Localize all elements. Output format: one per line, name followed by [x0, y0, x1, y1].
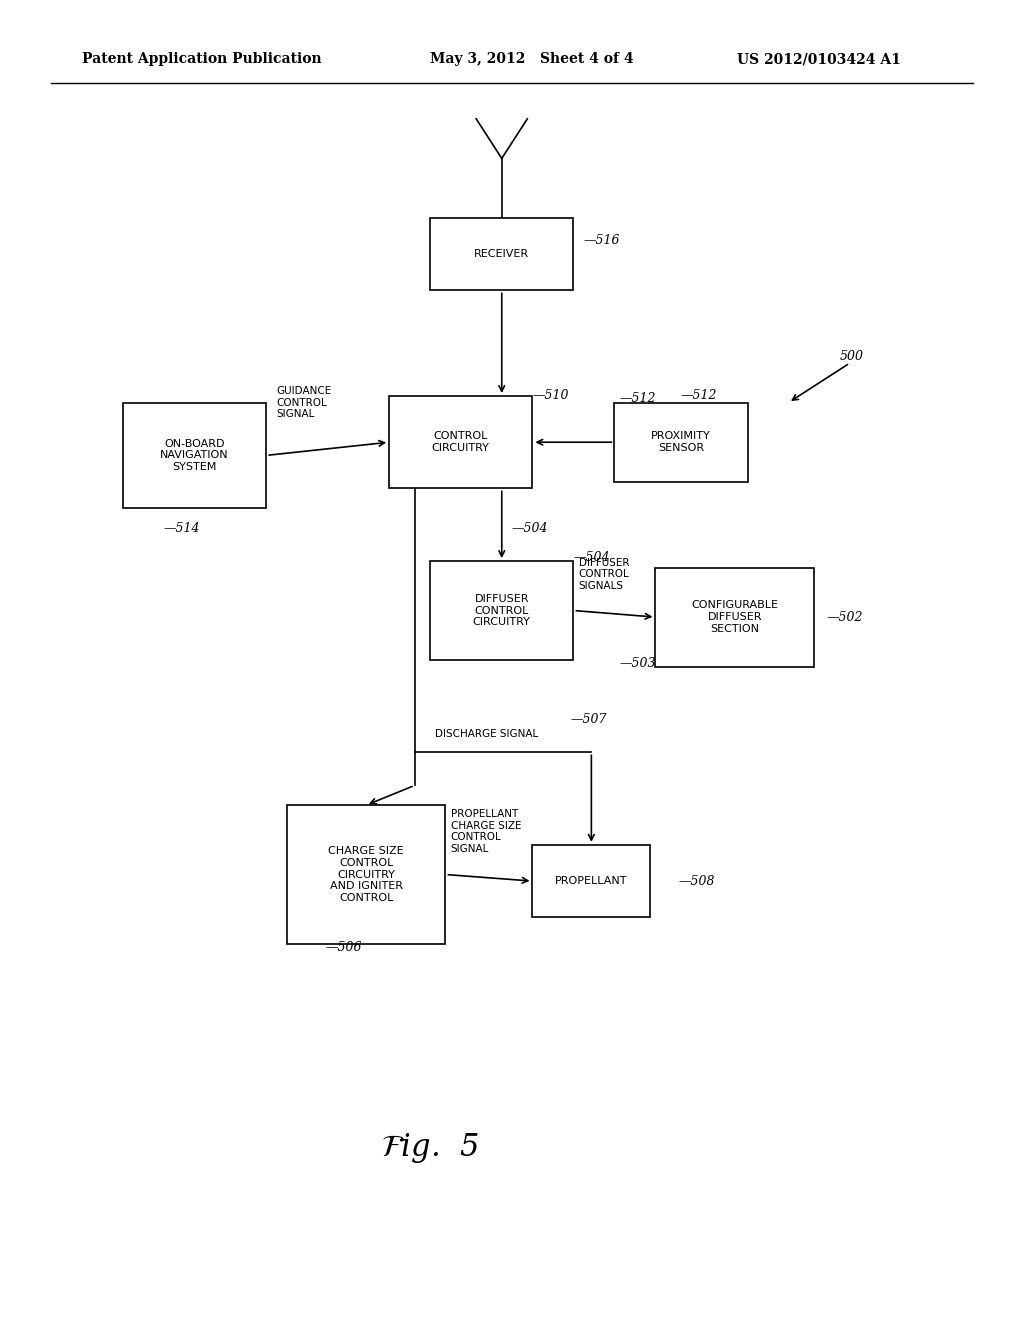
Text: —502: —502 — [827, 611, 863, 623]
Text: —516: —516 — [584, 235, 621, 247]
FancyBboxPatch shape — [532, 845, 650, 917]
Text: 500: 500 — [840, 350, 863, 363]
Text: —507: —507 — [571, 713, 607, 726]
Text: DISCHARGE SIGNAL: DISCHARGE SIGNAL — [435, 729, 539, 739]
Text: US 2012/0103424 A1: US 2012/0103424 A1 — [737, 53, 901, 66]
Text: DIFFUSER
CONTROL
SIGNALS: DIFFUSER CONTROL SIGNALS — [579, 557, 630, 591]
FancyBboxPatch shape — [430, 218, 573, 290]
FancyBboxPatch shape — [430, 561, 573, 660]
FancyBboxPatch shape — [389, 396, 532, 488]
Text: —503: —503 — [620, 657, 656, 671]
Text: CONFIGURABLE
DIFFUSER
SECTION: CONFIGURABLE DIFFUSER SECTION — [691, 601, 778, 634]
Text: CHARGE SIZE
CONTROL
CIRCUITRY
AND IGNITER
CONTROL: CHARGE SIZE CONTROL CIRCUITRY AND IGNITE… — [329, 846, 403, 903]
Text: PROPELLANT
CHARGE SIZE
CONTROL
SIGNAL: PROPELLANT CHARGE SIZE CONTROL SIGNAL — [451, 809, 521, 854]
Text: DIFFUSER
CONTROL
CIRCUITRY: DIFFUSER CONTROL CIRCUITRY — [473, 594, 530, 627]
Text: $\mathcal{F}$ig.  5: $\mathcal{F}$ig. 5 — [381, 1131, 479, 1166]
FancyBboxPatch shape — [287, 805, 445, 944]
Text: —512: —512 — [681, 389, 718, 403]
Text: —512: —512 — [620, 392, 656, 405]
Text: GUIDANCE
CONTROL
SIGNAL: GUIDANCE CONTROL SIGNAL — [276, 385, 332, 420]
Text: RECEIVER: RECEIVER — [474, 249, 529, 259]
Text: PROXIMITY
SENSOR: PROXIMITY SENSOR — [651, 432, 711, 453]
Text: Patent Application Publication: Patent Application Publication — [82, 53, 322, 66]
FancyBboxPatch shape — [655, 568, 814, 667]
Text: CONTROL
CIRCUITRY: CONTROL CIRCUITRY — [432, 432, 489, 453]
Text: —506: —506 — [326, 941, 361, 953]
Text: —504: —504 — [512, 521, 549, 535]
Text: —514: —514 — [164, 521, 201, 535]
Text: —510: —510 — [532, 389, 569, 403]
Text: —508: —508 — [678, 875, 715, 887]
Text: PROPELLANT: PROPELLANT — [555, 876, 628, 886]
FancyBboxPatch shape — [614, 403, 748, 482]
Text: —504: —504 — [573, 552, 610, 564]
Text: ON-BOARD
NAVIGATION
SYSTEM: ON-BOARD NAVIGATION SYSTEM — [160, 438, 229, 473]
FancyBboxPatch shape — [123, 403, 266, 508]
Text: May 3, 2012   Sheet 4 of 4: May 3, 2012 Sheet 4 of 4 — [430, 53, 634, 66]
